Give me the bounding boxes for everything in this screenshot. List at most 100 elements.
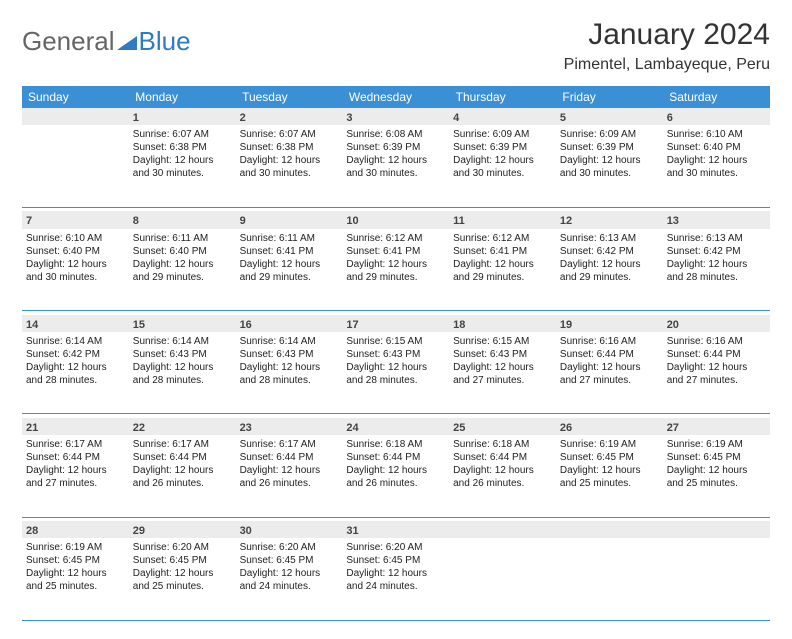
day1-text: Daylight: 12 hours (26, 258, 125, 271)
day-number: 30 (236, 521, 343, 538)
day-cell: Sunrise: 6:14 AMSunset: 6:42 PMDaylight:… (22, 332, 129, 414)
day-number: 26 (556, 418, 663, 435)
day-cell: Sunrise: 6:12 AMSunset: 6:41 PMDaylight:… (449, 229, 556, 311)
day2-text: and 26 minutes. (453, 477, 552, 490)
day2-text: and 27 minutes. (667, 374, 766, 387)
day-header: Monday (129, 86, 236, 108)
daynum-row: 21222324252627 (22, 418, 770, 435)
day-cell: Sunrise: 6:15 AMSunset: 6:43 PMDaylight:… (449, 332, 556, 414)
day-number: 13 (663, 211, 770, 228)
day1-text: Daylight: 12 hours (240, 464, 339, 477)
day-cell: Sunrise: 6:19 AMSunset: 6:45 PMDaylight:… (22, 538, 129, 620)
sunset-text: Sunset: 6:41 PM (346, 245, 445, 258)
sunset-text: Sunset: 6:45 PM (26, 554, 125, 567)
day2-text: and 30 minutes. (240, 167, 339, 180)
day2-text: and 30 minutes. (453, 167, 552, 180)
header: General Blue January 2024 Pimentel, Lamb… (22, 18, 770, 74)
day2-text: and 25 minutes. (560, 477, 659, 490)
day2-text: and 25 minutes. (26, 580, 125, 593)
day1-text: Daylight: 12 hours (240, 567, 339, 580)
day-number: 4 (449, 108, 556, 125)
day2-text: and 30 minutes. (133, 167, 232, 180)
day1-text: Daylight: 12 hours (346, 154, 445, 167)
sunset-text: Sunset: 6:43 PM (346, 348, 445, 361)
location: Pimentel, Lambayeque, Peru (564, 56, 770, 74)
day-number: 27 (663, 418, 770, 435)
day-cell: Sunrise: 6:20 AMSunset: 6:45 PMDaylight:… (129, 538, 236, 620)
day-number: 7 (22, 211, 129, 228)
day2-text: and 30 minutes. (26, 271, 125, 284)
day-header: Sunday (22, 86, 129, 108)
sunrise-text: Sunrise: 6:10 AM (26, 232, 125, 245)
day-number (22, 108, 129, 125)
day-number: 3 (342, 108, 449, 125)
sunset-text: Sunset: 6:39 PM (453, 141, 552, 154)
day-cell: Sunrise: 6:15 AMSunset: 6:43 PMDaylight:… (342, 332, 449, 414)
day2-text: and 24 minutes. (346, 580, 445, 593)
day-number: 20 (663, 315, 770, 332)
day-number: 5 (556, 108, 663, 125)
day2-text: and 27 minutes. (26, 477, 125, 490)
sunrise-text: Sunrise: 6:15 AM (453, 335, 552, 348)
day2-text: and 29 minutes. (133, 271, 232, 284)
sunset-text: Sunset: 6:39 PM (560, 141, 659, 154)
sunset-text: Sunset: 6:40 PM (26, 245, 125, 258)
sunrise-text: Sunrise: 6:11 AM (240, 232, 339, 245)
day-number: 14 (22, 315, 129, 332)
day1-text: Daylight: 12 hours (346, 464, 445, 477)
sunrise-text: Sunrise: 6:17 AM (240, 438, 339, 451)
day1-text: Daylight: 12 hours (453, 154, 552, 167)
day2-text: and 29 minutes. (240, 271, 339, 284)
day-number: 22 (129, 418, 236, 435)
day-cell: Sunrise: 6:18 AMSunset: 6:44 PMDaylight:… (449, 435, 556, 517)
sunset-text: Sunset: 6:41 PM (453, 245, 552, 258)
day-cell: Sunrise: 6:17 AMSunset: 6:44 PMDaylight:… (22, 435, 129, 517)
sunrise-text: Sunrise: 6:14 AM (26, 335, 125, 348)
sunset-text: Sunset: 6:43 PM (240, 348, 339, 361)
sunrise-text: Sunrise: 6:19 AM (560, 438, 659, 451)
sunrise-text: Sunrise: 6:09 AM (560, 128, 659, 141)
day-cell: Sunrise: 6:10 AMSunset: 6:40 PMDaylight:… (22, 229, 129, 311)
sunrise-text: Sunrise: 6:17 AM (133, 438, 232, 451)
day-number: 6 (663, 108, 770, 125)
sunrise-text: Sunrise: 6:19 AM (667, 438, 766, 451)
day2-text: and 28 minutes. (667, 271, 766, 284)
day1-text: Daylight: 12 hours (667, 258, 766, 271)
day-number: 18 (449, 315, 556, 332)
sunset-text: Sunset: 6:45 PM (133, 554, 232, 567)
day-number: 21 (22, 418, 129, 435)
sunset-text: Sunset: 6:44 PM (133, 451, 232, 464)
sunrise-text: Sunrise: 6:14 AM (240, 335, 339, 348)
day-cell (449, 538, 556, 620)
sunset-text: Sunset: 6:45 PM (240, 554, 339, 567)
day-cell: Sunrise: 6:11 AMSunset: 6:41 PMDaylight:… (236, 229, 343, 311)
day2-text: and 26 minutes. (133, 477, 232, 490)
sunset-text: Sunset: 6:38 PM (133, 141, 232, 154)
logo-text-blue: Blue (139, 26, 191, 57)
calendar-body: 123456Sunrise: 6:07 AMSunset: 6:38 PMDay… (22, 108, 770, 620)
detail-row: Sunrise: 6:17 AMSunset: 6:44 PMDaylight:… (22, 435, 770, 517)
day-number: 23 (236, 418, 343, 435)
day-number: 12 (556, 211, 663, 228)
day-cell (22, 125, 129, 207)
day2-text: and 28 minutes. (26, 374, 125, 387)
day1-text: Daylight: 12 hours (133, 154, 232, 167)
day2-text: and 28 minutes. (240, 374, 339, 387)
day1-text: Daylight: 12 hours (346, 258, 445, 271)
daynum-row: 123456 (22, 108, 770, 125)
day-number (449, 521, 556, 538)
day1-text: Daylight: 12 hours (26, 361, 125, 374)
day-cell: Sunrise: 6:07 AMSunset: 6:38 PMDaylight:… (129, 125, 236, 207)
sunrise-text: Sunrise: 6:11 AM (133, 232, 232, 245)
sunset-text: Sunset: 6:45 PM (560, 451, 659, 464)
day-number: 16 (236, 315, 343, 332)
day1-text: Daylight: 12 hours (26, 464, 125, 477)
daynum-row: 28293031 (22, 521, 770, 538)
sunrise-text: Sunrise: 6:20 AM (133, 541, 232, 554)
day-cell: Sunrise: 6:16 AMSunset: 6:44 PMDaylight:… (663, 332, 770, 414)
day1-text: Daylight: 12 hours (133, 567, 232, 580)
day2-text: and 25 minutes. (667, 477, 766, 490)
sunrise-text: Sunrise: 6:20 AM (240, 541, 339, 554)
sunrise-text: Sunrise: 6:14 AM (133, 335, 232, 348)
day-cell: Sunrise: 6:11 AMSunset: 6:40 PMDaylight:… (129, 229, 236, 311)
